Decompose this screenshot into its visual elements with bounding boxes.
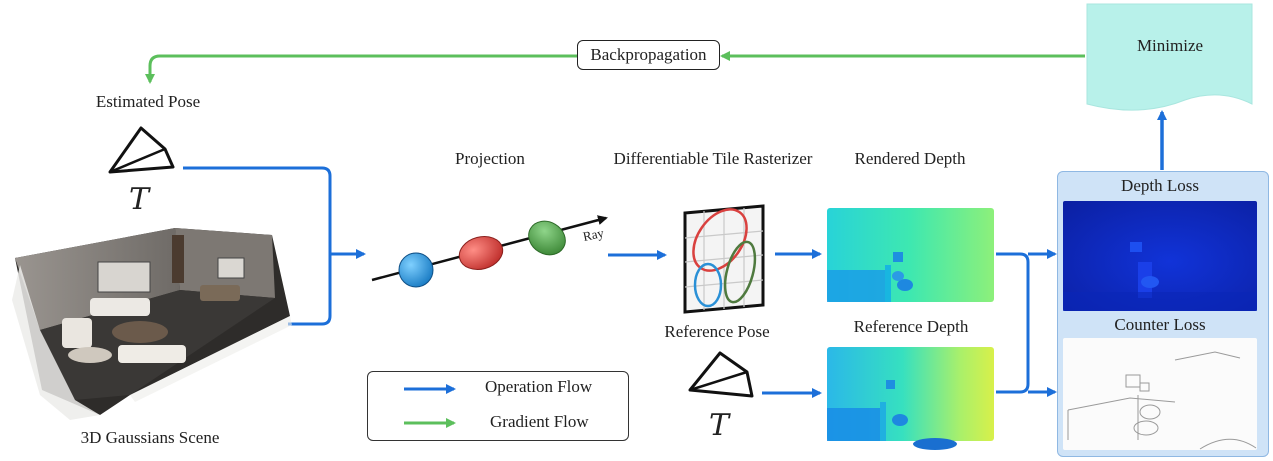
reference-depth-label: Reference Depth (853, 317, 969, 336)
camera-frustum-icon (688, 351, 754, 398)
room-render-image (12, 228, 292, 420)
legend: Operation Flow Gradient Flow (367, 371, 629, 441)
reference-pose-label: Reference Pose (664, 322, 770, 341)
rasterizer-grid (683, 204, 765, 314)
backpropagation-box: Backpropagation (577, 40, 720, 70)
legend-operation-flow: Operation Flow (485, 377, 593, 396)
gaussian-green (528, 220, 566, 256)
estimated-pose-symbol: T (128, 182, 150, 217)
legend-gradient-flow: Gradient Flow (490, 412, 589, 431)
backpropagation-label: Backpropagation (590, 45, 707, 64)
reference-pose-symbol: T (708, 408, 730, 443)
operation-flow-merge (183, 166, 366, 326)
gradient-flow-path (145, 51, 1085, 84)
scene-label: 3D Gaussians Scene (80, 428, 220, 447)
loss-panel (1057, 171, 1269, 457)
gaussian-red (458, 236, 504, 270)
minimize-shape (1086, 3, 1253, 111)
gaussian-blue (398, 252, 434, 288)
projection-label: Projection (455, 149, 525, 168)
depth-to-loss-merge (996, 249, 1057, 397)
reference-depth-image (827, 347, 994, 450)
minimize-label: Minimize (1136, 36, 1204, 55)
counter-loss-label: Counter Loss (1114, 315, 1206, 334)
legend-arrows (404, 384, 456, 428)
estimated-pose-label: Estimated Pose (95, 92, 201, 111)
rendered-depth-label: Rendered Depth (854, 149, 966, 168)
projection-ray (371, 215, 608, 288)
camera-frustum-icon (108, 126, 175, 174)
rasterizer-label: Differentiable Tile Rasterizer (613, 149, 813, 168)
rendered-depth-image (827, 208, 994, 302)
depth-loss-label: Depth Loss (1121, 176, 1199, 195)
